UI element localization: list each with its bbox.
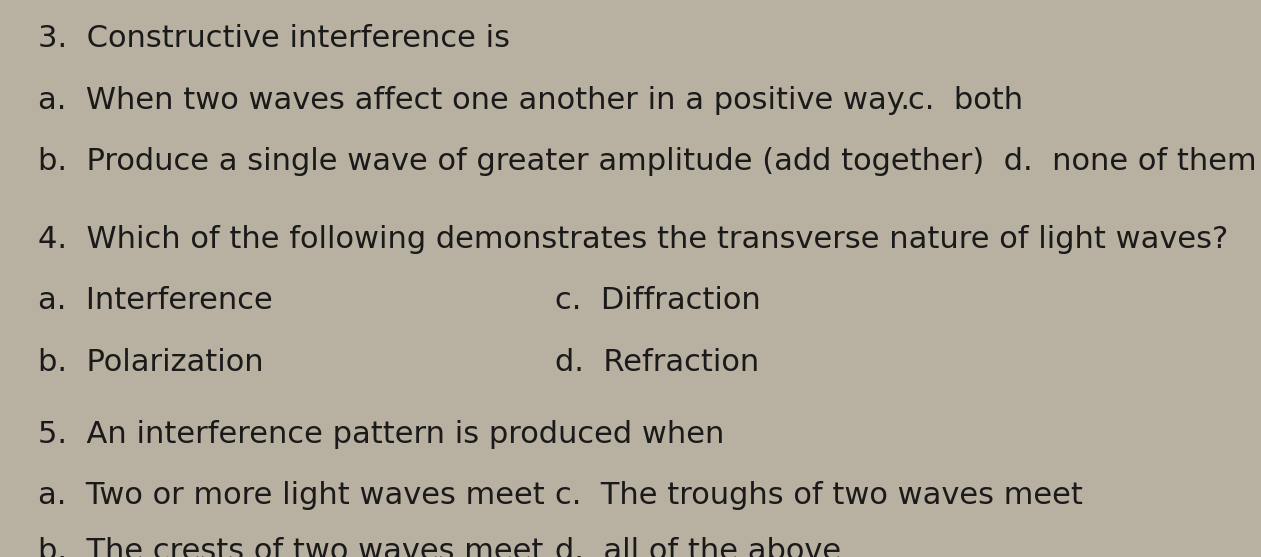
Text: b.  Polarization: b. Polarization xyxy=(38,348,264,377)
Text: d.  all of the above: d. all of the above xyxy=(555,537,841,557)
Text: c.  The troughs of two waves meet: c. The troughs of two waves meet xyxy=(555,481,1083,510)
Text: 5.  An interference pattern is produced when: 5. An interference pattern is produced w… xyxy=(38,420,724,449)
Text: a.  Two or more light waves meet: a. Two or more light waves meet xyxy=(38,481,545,510)
Text: c.  Diffraction: c. Diffraction xyxy=(555,286,760,315)
Text: a.  Interference: a. Interference xyxy=(38,286,272,315)
Text: d.  Refraction: d. Refraction xyxy=(555,348,759,377)
Text: c.  both: c. both xyxy=(908,86,1023,115)
Text: 3.  Constructive interference is: 3. Constructive interference is xyxy=(38,25,509,53)
Text: a.  When two waves affect one another in a positive way.: a. When two waves affect one another in … xyxy=(38,86,910,115)
Text: b.  Produce a single wave of greater amplitude (add together)  d.  none of them: b. Produce a single wave of greater ampl… xyxy=(38,147,1256,176)
Text: b.  The crests of two waves meet: b. The crests of two waves meet xyxy=(38,537,543,557)
Text: 4.  Which of the following demonstrates the transverse nature of light waves?: 4. Which of the following demonstrates t… xyxy=(38,225,1228,254)
